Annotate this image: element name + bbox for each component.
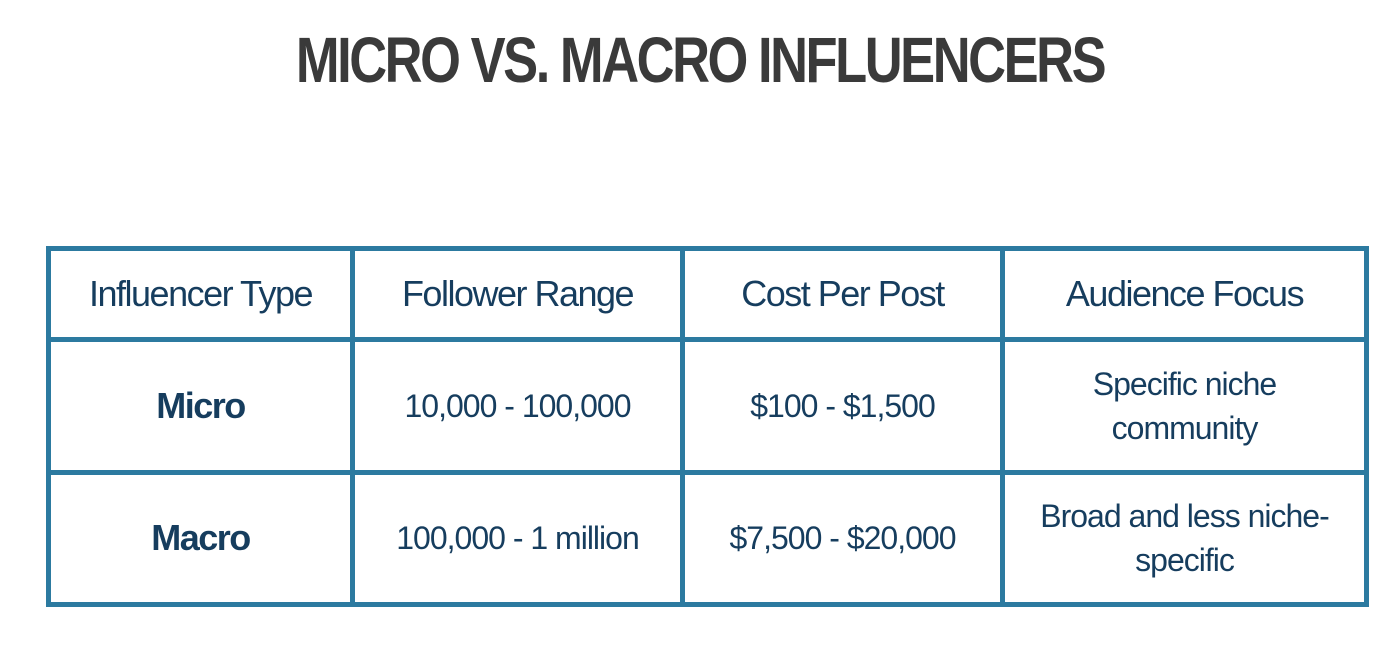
table-head: Influencer Type Follower Range Cost Per … [46,246,1369,342]
title: MICRO VS. MACRO INFLUENCERS [295,24,1107,96]
cell: Micro [46,337,355,475]
cell: Macro [46,469,355,607]
cell: $7,500 - $20,000 [680,469,1005,607]
header-row: Influencer Type Follower Range Cost Per … [46,246,1369,342]
header-cell: Audience Focus [1000,246,1369,342]
row: Micro 10,000 - 100,000 $100 - $1,500 Spe… [46,337,1369,475]
cell: $100 - $1,500 [680,337,1005,475]
cell: Specific niche community [1000,337,1369,475]
cell: Broad and less niche-specific [1000,469,1369,607]
row: Macro 100,000 - 1 million $7,500 - $20,0… [46,469,1369,607]
header-cell: Cost Per Post [680,246,1005,342]
header-cell: Influencer Type [46,246,355,342]
cell: 10,000 - 100,000 [350,337,685,475]
table-body: Micro 10,000 - 100,000 $100 - $1,500 Spe… [46,337,1369,607]
header-cell: Follower Range [350,246,685,342]
comparison-table: Influencer Type Follower Range Cost Per … [46,246,1369,607]
cell: 100,000 - 1 million [350,469,685,607]
